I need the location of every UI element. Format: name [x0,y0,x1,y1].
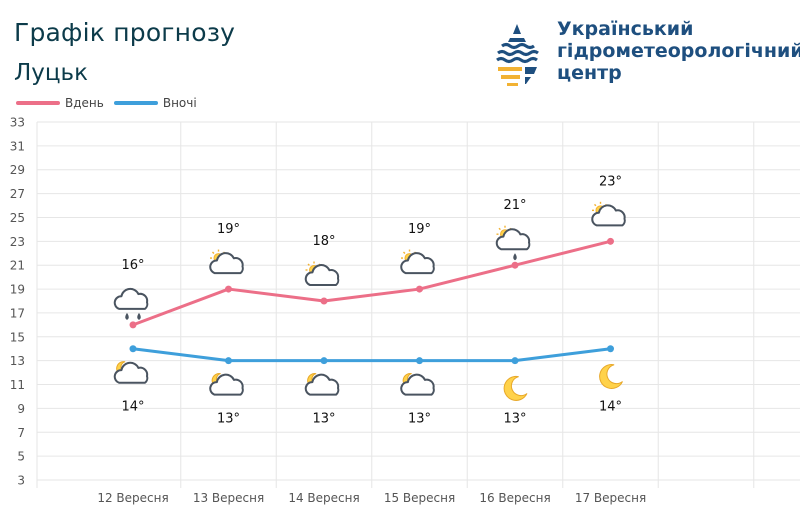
y-tick-label: 13 [10,354,25,368]
sun-ray [211,251,215,254]
cloud-shape [304,373,340,396]
temperature-label-night: 14° [121,400,144,415]
partly-cloudy-night-icon [304,373,340,396]
moon-icon [599,363,623,389]
partly-cloudy-night-icon [209,373,244,396]
cloud-shape [113,361,149,384]
legend-label-day: Вдень [65,96,104,110]
moon-shape [503,375,528,401]
sun-ray [307,263,310,266]
y-tick-label: 21 [10,259,25,273]
sun-ray [593,203,597,207]
y-tick-label: 27 [10,187,25,201]
partly-cloudy-night-icon [113,361,149,384]
data-point-night [511,357,519,365]
cloud-shape [400,373,435,396]
partly-cloudy-day-icon [400,249,435,275]
y-tick-label: 7 [17,426,25,440]
y-tick-label: 5 [17,450,25,464]
organization-name-line: центр [557,62,622,84]
data-point-night [607,345,614,353]
rain-drop [137,312,141,320]
cloud-shape [495,228,531,251]
chart-title: Графік прогнозу [14,18,236,47]
city-name: Луцьк [14,60,89,86]
data-point-night [416,357,423,365]
series-line-day [132,239,611,327]
temperature-label-day: 19° [408,222,431,237]
temperature-label-day: 16° [121,258,144,273]
y-tick-label: 11 [10,378,25,392]
cloud-shape [209,373,244,396]
cloud-shape [209,252,244,275]
legend-swatch-night [113,101,158,105]
temperature-label-day: 19° [217,222,240,237]
rain-drop [125,312,129,320]
y-tick-label: 31 [10,139,25,153]
y-tick-label: 33 [10,116,25,130]
x-tick-label: 16 Вересня [479,491,550,505]
partly-cloudy-day-icon [304,261,340,286]
partly-cloudy-night-icon [400,373,435,396]
x-tick-label: 12 Вересня [97,491,168,505]
legend-label-night: Вночі [162,96,197,110]
y-tick-label: 9 [17,402,25,416]
y-tick-label: 19 [10,283,25,297]
sun-ray [498,227,501,231]
y-tick-label: 15 [10,330,25,344]
organization-name-line: гідрометеорологічний [557,40,800,62]
ukrhydromet-logo-icon [496,22,539,86]
chart-legend: Вдень Вночі [16,96,207,110]
y-tick-label: 23 [10,235,25,249]
x-tick-label: 14 Вересня [288,491,359,505]
legend-item-day[interactable]: Вдень [16,96,104,110]
temperature-label-day: 21° [503,198,526,213]
moon-icon [503,375,528,401]
data-point-night [129,345,137,353]
series-line-night [132,347,611,363]
data-point-day [416,285,423,293]
x-tick-label: 15 Вересня [384,491,455,505]
data-point-day [129,321,137,329]
x-tick-label: 13 Вересня [193,491,264,505]
organization-name-line: Український [557,18,694,40]
partly-cloudy-day-icon [591,201,626,227]
partly-cloudy-day-icon [209,249,244,275]
data-point-day [607,237,614,245]
sun-ray [402,251,406,254]
data-point-day [511,261,519,269]
temperature-label-day: 18° [312,234,335,249]
data-point-night [225,357,232,365]
legend-item-night[interactable]: Вночі [113,96,197,110]
temperature-label-day: 23° [599,174,622,189]
data-point-day [225,285,232,293]
y-tick-label: 25 [10,211,25,225]
cloud-shape [400,252,435,275]
x-tick-label: 17 Вересня [575,491,646,505]
temperature-label-night: 13° [217,412,240,427]
rain-drop [513,253,517,261]
cloud-shape [591,204,626,227]
temperature-label-night: 14° [599,400,622,415]
y-tick-label: 3 [17,474,25,488]
y-tick-label: 29 [10,163,25,177]
temperature-label-night: 13° [503,412,526,427]
moon-shape [599,363,623,389]
y-tick-label: 17 [10,306,25,320]
organization-name: Український гідрометеорологічний центр [557,18,800,84]
temperature-label-night: 13° [312,412,335,427]
cloud-rain-icon [113,287,149,320]
legend-swatch-day [16,101,60,105]
data-point-day [320,297,328,305]
data-point-night [320,357,328,365]
temperature-label-night: 13° [408,412,431,427]
cloud-shape [113,287,149,310]
cloud-shape [304,264,340,286]
cloud-sun-rain-icon [495,225,531,261]
